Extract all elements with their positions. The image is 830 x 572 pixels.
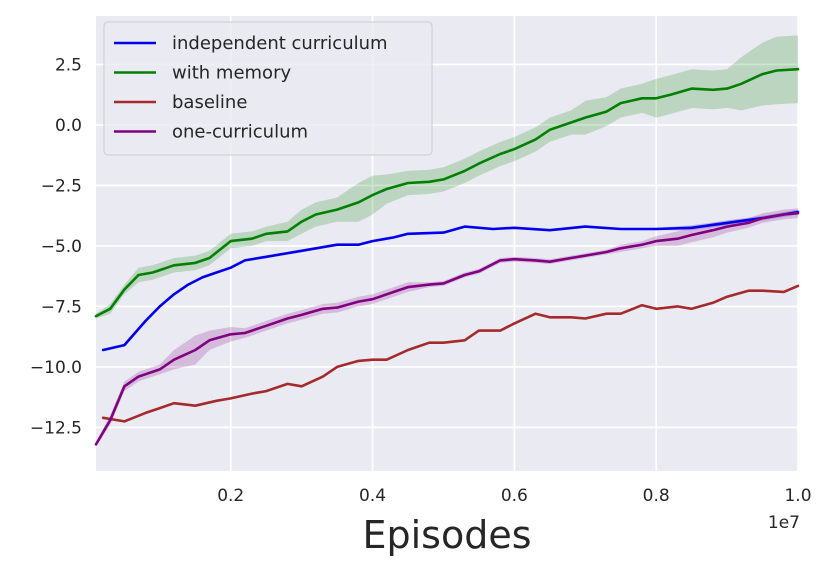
band-one-curriculum <box>96 208 798 447</box>
y-tick-label: 0.0 <box>55 116 82 136</box>
y-tick-label: −12.5 <box>30 418 82 438</box>
x-axis-offset-label: 1e7 <box>768 513 800 533</box>
x-axis-label: Episodes <box>362 513 531 557</box>
x-axis-ticks: 0.2 0.4 0.6 0.8 1.0 <box>217 486 811 506</box>
legend: independent curriculum with memory baselin… <box>103 21 433 156</box>
y-axis-ticks: 2.5 0.0 −2.5 −5.0 −7.5 −10.0 −12.5 <box>30 55 82 438</box>
line-with-memory <box>94 67 800 318</box>
y-tick-label: −2.5 <box>41 176 82 196</box>
y-tick-label: 2.5 <box>55 55 82 75</box>
x-tick-label: 0.8 <box>643 486 670 506</box>
legend-label-baseline: baseline <box>172 92 247 113</box>
series-lines <box>94 67 800 446</box>
x-tick-label: 0.6 <box>501 486 528 506</box>
legend-label-with-memory: with memory <box>172 63 291 84</box>
y-tick-label: −5.0 <box>41 237 82 257</box>
line-independent-curriculum <box>101 210 800 352</box>
y-tick-label: −10.0 <box>30 358 82 378</box>
line-one-curriculum <box>94 211 800 446</box>
legend-label-one-curriculum: one-curriculum <box>172 122 308 143</box>
x-tick-label: 0.2 <box>217 486 244 506</box>
line-baseline <box>101 284 800 423</box>
x-tick-label: 1.0 <box>784 486 811 506</box>
y-tick-label: −7.5 <box>41 297 82 317</box>
legend-label-independent-curriculum: independent curriculum <box>172 33 388 54</box>
x-tick-label: 0.4 <box>359 486 386 506</box>
legend-box <box>103 21 433 156</box>
